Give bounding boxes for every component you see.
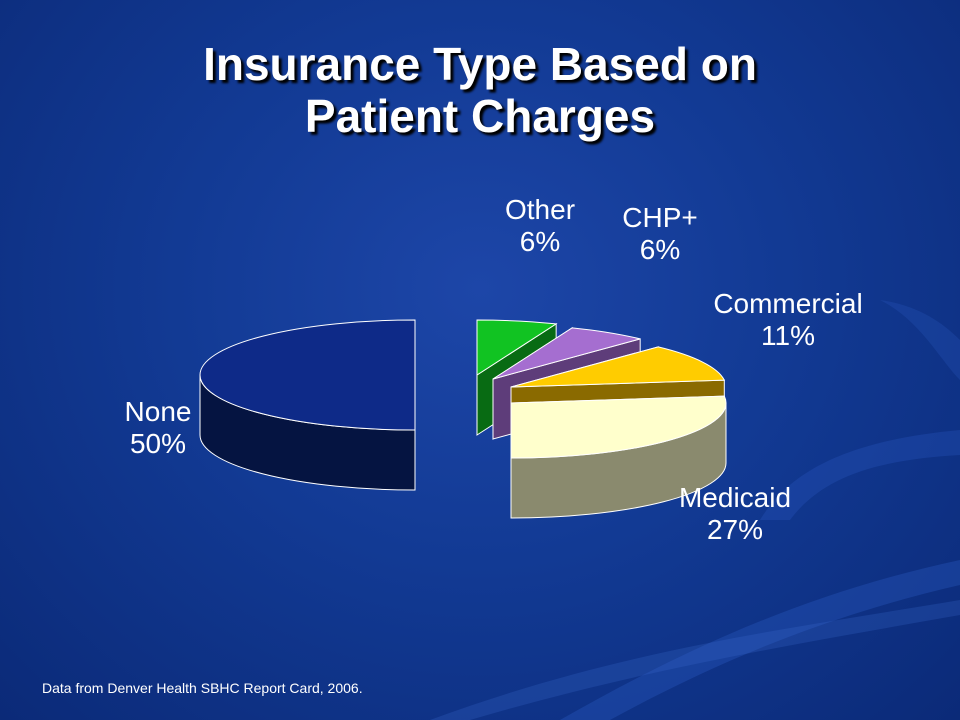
pie-slice-medicaid: [510, 395, 727, 519]
slice-label-chp: CHP+ 6%: [610, 202, 710, 266]
pie-slice-none-top: [199, 319, 416, 431]
slice-name-medicaid: Medicaid: [678, 482, 792, 513]
pie-slices: [199, 319, 727, 519]
slice-percent-chp: 6%: [639, 234, 681, 265]
pie-slice-other-top: [476, 319, 558, 376]
slice-label-other: Other 6%: [490, 194, 590, 258]
pie-slice-chp-top: [492, 327, 641, 380]
slice-percent-none: 50%: [129, 428, 187, 459]
slice-label-commercial: Commercial 11%: [700, 288, 876, 352]
slice-name-none: None: [124, 396, 192, 427]
pie-slice-none: [199, 319, 416, 491]
slice-name-chp: CHP+: [622, 202, 698, 233]
slice-percent-commercial: 11%: [761, 320, 815, 351]
source-note: Data from Denver Health SBHC Report Card…: [42, 680, 363, 696]
slice-percent-other: 6%: [519, 226, 561, 257]
slice-name-other: Other: [504, 194, 576, 225]
slice-label-medicaid: Medicaid 27%: [660, 482, 810, 546]
title-line-2: Patient Charges: [304, 90, 656, 142]
pie-slice-medicaid-top: [510, 395, 727, 459]
title-line-1: Insurance Type Based on: [203, 38, 757, 90]
slice-label-none: None 50%: [110, 396, 206, 460]
pie-slice-commercial-top: [510, 346, 726, 388]
slice-name-commercial: Commercial: [713, 288, 863, 319]
slide-title: Insurance Type Based on Patient Charges: [60, 38, 900, 142]
slice-percent-medicaid: 27%: [706, 514, 764, 545]
